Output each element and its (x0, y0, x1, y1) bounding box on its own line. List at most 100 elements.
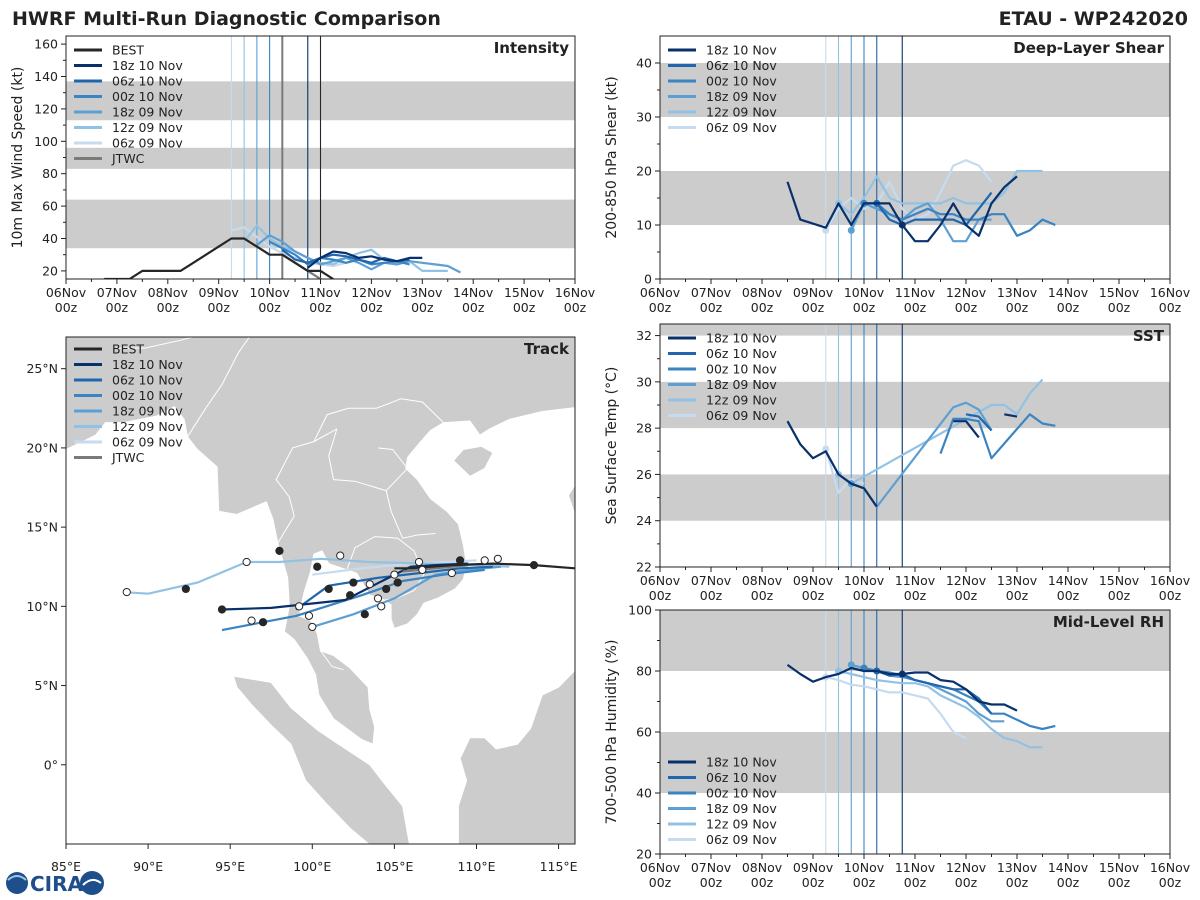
intensity-ytick-label-3: 80 (42, 166, 58, 181)
intensity-xtick-label-1: 07Nov (97, 285, 138, 300)
rh-xtick-hour-6: 00z (955, 875, 978, 890)
cira-logo-text: CIRA (30, 872, 84, 896)
track-legend-label-0: BEST (112, 342, 144, 357)
intensity-xtick-hour-1: 00z (106, 300, 129, 315)
sst-xtick-hour-2: 00z (751, 588, 774, 603)
track-frame (65, 336, 576, 845)
intensity-series-06z-10-nov (281, 248, 410, 264)
sst-xtick-label-8: 14Nov (1048, 573, 1089, 588)
sst-xtick-label-1: 07Nov (691, 573, 732, 588)
rh-legend-label-0: 18z 10 Nov (706, 755, 777, 770)
luzon-shape (567, 483, 575, 517)
shear-xtick-hour-9: 00z (1108, 300, 1131, 315)
sst-title: SST (1133, 327, 1165, 345)
sst-series-06z-10-nov (965, 413, 993, 432)
sst-ytick-label-0: 22 (636, 560, 652, 575)
sst-xtick-hour-10: 00z (1159, 588, 1182, 603)
panel-rh: 2040608010006Nov00z07Nov00z08Nov00z09Nov… (604, 603, 1191, 891)
track-point-12z-09-nov-7 (414, 557, 424, 567)
intensity-xtick-label-8: 14Nov (453, 285, 494, 300)
track-point-best-1 (455, 556, 465, 565)
track-ytick-label-0: 0° (44, 757, 58, 772)
sst-xtick-hour-3: 00z (802, 588, 825, 603)
shear-xtick-label-1: 07Nov (691, 285, 732, 300)
track-point-06z-10-nov-0 (324, 584, 333, 594)
sst-xtick-hour-5: 00z (904, 588, 927, 603)
track-point-18z-09-nov-1 (360, 610, 369, 619)
sst-band-2 (660, 324, 1170, 336)
track-legend-label-4: 18z 09 Nov (112, 404, 183, 419)
border-line-6 (320, 650, 344, 671)
intensity-xtick-label-4: 10Nov (249, 285, 290, 300)
track-xtick-label-3: 100°E (293, 859, 331, 874)
rh-xtick-label-10: 16Nov (1150, 860, 1191, 875)
figure-title: HWRF Multi-Run Diagnostic Comparison (12, 8, 441, 30)
intensity-series-18z-09-nov (256, 234, 462, 274)
sst-legend-label-3: 18z 09 Nov (706, 377, 777, 392)
track-best (394, 562, 575, 570)
track-ytick-label-4: 20°N (26, 440, 58, 455)
sst-legend-label-1: 06z 10 Nov (706, 346, 777, 361)
track-point-06z-10-nov-1 (349, 578, 358, 587)
sst-ytick-label-4: 30 (636, 374, 652, 389)
track-point-06z-10-nov-2 (418, 565, 427, 575)
intensity-xtick-hour-10: 00z (564, 300, 587, 315)
track-06z-09-nov (312, 559, 477, 576)
track-ytick-label-5: 25°N (26, 361, 58, 376)
shear-legend-label-3: 18z 09 Nov (706, 89, 777, 104)
shear-xtick-label-2: 08Nov (742, 285, 783, 300)
rh-xtick-label-3: 09Nov (793, 860, 834, 875)
border-line-7 (115, 337, 195, 349)
intensity-xtick-label-2: 08Nov (148, 285, 189, 300)
rh-ytick-label-4: 100 (628, 603, 652, 618)
intensity-xtick-label-0: 06Nov (46, 285, 87, 300)
rh-xtick-label-7: 13Nov (997, 860, 1038, 875)
sst-legend-label-5: 06z 09 Nov (706, 408, 777, 423)
sst-ytick-label-1: 24 (636, 513, 652, 528)
intensity-xtick-hour-0: 00z (55, 300, 78, 315)
rh-band-1 (660, 610, 1170, 671)
shear-legend-label-1: 06z 10 Nov (706, 58, 777, 73)
rh-xtick-label-6: 12Nov (946, 860, 987, 875)
shear-xtick-hour-4: 00z (853, 300, 876, 315)
shear-xtick-hour-6: 00z (955, 300, 978, 315)
rh-ytick-label-0: 20 (636, 847, 652, 862)
track-point-18z-09-nov-3 (373, 594, 383, 603)
track-point-00z-10-nov-2 (382, 584, 391, 594)
track-point-00z-10-nov-0 (258, 618, 268, 627)
intensity-series-best (104, 237, 334, 279)
shear-title: Deep-Layer Shear (1013, 39, 1164, 57)
track-ytick-label-1: 5°N (34, 678, 58, 693)
sst-band-1 (660, 381, 1170, 429)
intensity-xtick-label-6: 12Nov (351, 285, 392, 300)
track-point-12z-09-nov-1 (181, 584, 190, 594)
sst-ytick-label-2: 26 (636, 467, 652, 482)
panel-intensity: 2040608010012014016006Nov00z07Nov00z08No… (10, 35, 596, 315)
intensity-xtick-hour-3: 00z (207, 300, 230, 315)
shear-series-06z-10-nov (875, 191, 993, 227)
track-point-12z-09-nov-3 (275, 546, 284, 555)
intensity-title: Intensity (494, 39, 570, 57)
track-point-06z-09-nov-4 (247, 616, 256, 625)
intensity-legend-label-4: 18z 09 Nov (112, 105, 183, 120)
track-ytick-label-3: 15°N (26, 520, 58, 535)
sst-series-00z-10-nov (939, 413, 1056, 460)
rh-init-point-18z-10-nov (898, 670, 906, 678)
rh-init-point-18z-09-nov (847, 661, 855, 669)
storm-id: ETAU - WP242020 (999, 8, 1188, 30)
rh-series-06z-09-nov (825, 676, 967, 740)
shear-legend-label-0: 18z 10 Nov (706, 43, 777, 58)
sst-xtick-label-5: 11Nov (895, 573, 936, 588)
cira-arc-icon (7, 875, 27, 881)
rh-xtick-label-1: 07Nov (691, 860, 732, 875)
sst-xtick-label-7: 13Nov (997, 573, 1038, 588)
rh-xtick-hour-1: 00z (700, 875, 723, 890)
sst-xtick-label-3: 09Nov (793, 573, 834, 588)
intensity-xtick-hour-6: 00z (360, 300, 383, 315)
intensity-series-00z-10-nov (269, 240, 410, 266)
intensity-legend-label-7: JTWC (111, 151, 145, 166)
